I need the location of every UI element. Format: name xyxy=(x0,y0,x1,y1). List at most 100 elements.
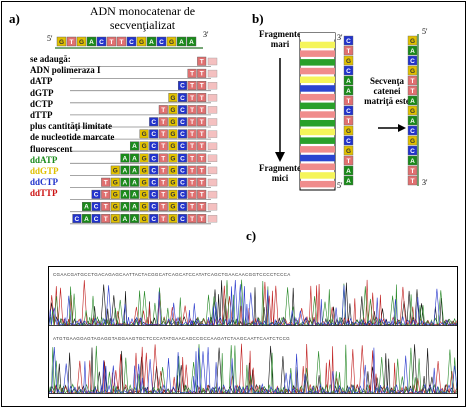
read-base: A xyxy=(343,85,354,96)
fragment-base: C xyxy=(177,105,187,115)
gel-3-prime: 3' xyxy=(337,33,343,42)
template-base: G xyxy=(56,36,67,47)
fragment-base: C xyxy=(149,177,159,187)
svg-text:G: G xyxy=(410,138,415,145)
svg-text:T: T xyxy=(161,107,165,114)
fragment-base: T xyxy=(197,105,207,115)
template-base: T xyxy=(106,36,117,47)
svg-text:T: T xyxy=(200,180,204,187)
primer-block xyxy=(207,69,218,78)
svg-text:T: T xyxy=(190,167,194,174)
fragment-base: T xyxy=(197,177,207,187)
svg-text:A: A xyxy=(132,204,137,211)
svg-text:C: C xyxy=(151,192,156,199)
svg-text:A: A xyxy=(132,143,137,150)
fragment-base: T xyxy=(197,129,207,139)
template-base: G xyxy=(136,36,147,47)
svg-text:G: G xyxy=(113,204,118,211)
chromatogram-upper: CGAACGATGCCTGACAGAGCAATTACTACGGCATCAGCAT… xyxy=(48,272,462,327)
gel-band xyxy=(300,111,335,118)
svg-text:T: T xyxy=(200,83,204,90)
read-base: T xyxy=(343,95,354,106)
gel-band xyxy=(300,33,335,40)
template-base: G xyxy=(76,36,87,47)
fragment-base: T xyxy=(187,201,197,211)
chromatogram-lower: ATGTGAAGGAGTAGAGGTAGGAAGTGCTCCCATATGAACA… xyxy=(48,336,462,395)
fragment-base: C xyxy=(149,201,159,211)
svg-text:T: T xyxy=(161,204,165,211)
svg-text:T: T xyxy=(200,95,204,102)
primer-block xyxy=(207,106,218,114)
read-base: C xyxy=(343,135,354,146)
svg-text:C: C xyxy=(180,167,185,174)
fragment-base: T xyxy=(158,177,168,187)
svg-text:T: T xyxy=(200,155,204,162)
svg-text:C: C xyxy=(346,138,351,145)
svg-text:T: T xyxy=(411,78,415,85)
svg-text:T: T xyxy=(200,119,204,126)
svg-text:T: T xyxy=(190,180,194,187)
svg-text:C: C xyxy=(159,39,164,46)
svg-text:T: T xyxy=(104,192,108,199)
svg-text:T: T xyxy=(200,131,204,138)
svg-text:G: G xyxy=(346,128,351,135)
svg-text:G: G xyxy=(79,39,84,46)
svg-text:G: G xyxy=(142,192,147,199)
ddntp-c: ddCTP xyxy=(30,177,59,188)
reagent-item: de nucleotide marcate xyxy=(30,132,115,143)
fragment-base: A xyxy=(120,189,130,199)
svg-text:T: T xyxy=(200,216,204,223)
svg-text:G: G xyxy=(170,204,175,211)
svg-text:C: C xyxy=(151,131,156,138)
svg-text:G: G xyxy=(170,167,175,174)
fragment-base: A xyxy=(81,201,91,211)
fragment-base: G xyxy=(110,165,120,175)
svg-text:T: T xyxy=(161,143,165,150)
fragment-base: C xyxy=(177,189,187,199)
svg-text:C: C xyxy=(129,39,134,46)
primer-block xyxy=(207,81,218,90)
panel-a-label: a) xyxy=(9,11,20,26)
svg-text:G: G xyxy=(346,58,351,65)
large-fragments-label: Fragmente mari xyxy=(259,29,301,49)
svg-text:T: T xyxy=(161,180,165,187)
svg-text:T: T xyxy=(190,155,194,162)
fragment-base: T xyxy=(197,153,207,163)
fragment-base: C xyxy=(149,129,159,139)
fragment-base: C xyxy=(72,214,82,224)
result-base: T xyxy=(407,75,418,86)
gel-band xyxy=(300,76,335,83)
fragment-base: A xyxy=(120,201,130,211)
read-base: C xyxy=(343,35,354,46)
svg-text:C: C xyxy=(180,119,185,126)
reagent-item: ADN polimeraza I xyxy=(30,65,101,76)
svg-text:C: C xyxy=(180,107,185,114)
fragment-base: T xyxy=(197,56,207,66)
result-base: C xyxy=(407,55,418,66)
result-5-prime: 5' xyxy=(422,27,428,36)
svg-text:T: T xyxy=(190,131,194,138)
fragment-base: T xyxy=(158,105,168,115)
svg-text:T: T xyxy=(411,168,415,175)
fragment-base: T xyxy=(197,165,207,175)
fragment-base: G xyxy=(168,214,178,224)
svg-text:T: T xyxy=(347,118,351,125)
primer-block xyxy=(207,215,218,223)
gel-band xyxy=(300,137,335,144)
fragment-base: T xyxy=(187,177,197,187)
fragment-base: G xyxy=(168,93,178,103)
read-base: A xyxy=(343,175,354,186)
svg-text:CGAACGATGCCTGACAGAGCAATTACTACG: CGAACGATGCCTGACAGAGCAATTACTACGGCATCAGCAT… xyxy=(53,272,291,277)
svg-text:C: C xyxy=(180,95,185,102)
fragment-base: T xyxy=(101,201,111,211)
fragment-base: G xyxy=(168,129,178,139)
trace-line xyxy=(48,280,462,327)
